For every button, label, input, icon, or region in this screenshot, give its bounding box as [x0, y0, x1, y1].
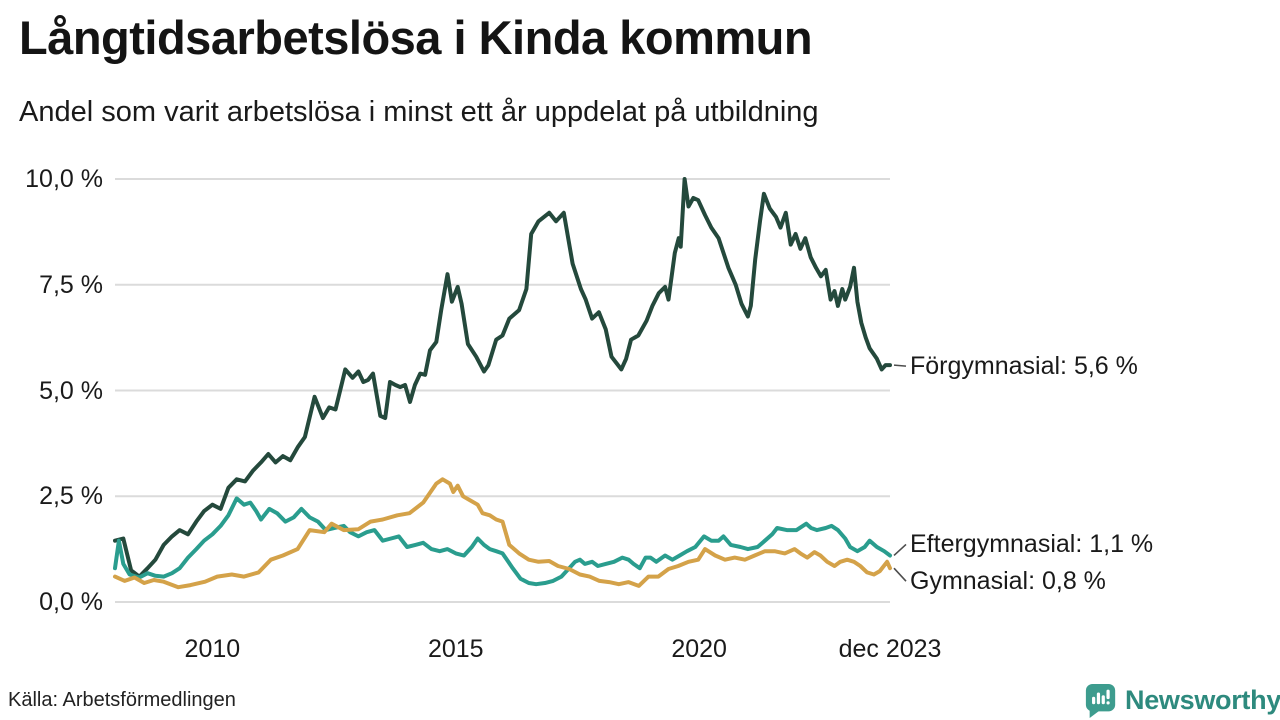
x-tick-label: dec 2023 — [838, 635, 942, 663]
y-tick-label: 7,5 % — [39, 270, 103, 299]
newsworthy-logo-icon — [1085, 683, 1116, 718]
y-tick-label: 10,0 % — [25, 165, 103, 193]
leader-line-gymnasial — [893, 567, 907, 582]
newsworthy-logo: Newsworthy — [1084, 682, 1280, 719]
source-note: Källa: Arbetsförmedlingen — [8, 689, 236, 711]
page-title: Långtidsarbetslösa i Kinda kommun — [19, 11, 813, 64]
x-tick-label: 2010 — [184, 635, 241, 663]
page-subtitle: Andel som varit arbetslösa i minst ett å… — [19, 96, 819, 128]
gridlines — [115, 178, 890, 603]
leader-line-eftergymnasial — [893, 543, 907, 557]
series-line-eftergymnasial — [113, 496, 892, 587]
x-tick-label: 2020 — [671, 635, 727, 663]
series-line-forgymnasial — [113, 177, 892, 579]
series-lines — [113, 177, 892, 590]
y-tick-label: 2,5 % — [39, 482, 103, 511]
leader-line-forgymnasial — [893, 364, 907, 367]
x-tick-label: 2015 — [427, 635, 484, 663]
series-label-gymnasial: Gymnasial: 0,8 % — [910, 567, 1106, 596]
series-label-eftergymnasial: Eftergymnasial: 1,1 % — [910, 530, 1154, 559]
series-line-gymnasial — [113, 477, 892, 590]
newsworthy-wordmark: Newsworthy — [1125, 685, 1280, 715]
label-leader-lines — [893, 364, 907, 582]
series-label-forgymnasial: Förgymnasial: 5,6 % — [910, 352, 1138, 381]
y-tick-label: 0,0 % — [39, 588, 103, 616]
y-tick-label: 5,0 % — [39, 376, 103, 405]
